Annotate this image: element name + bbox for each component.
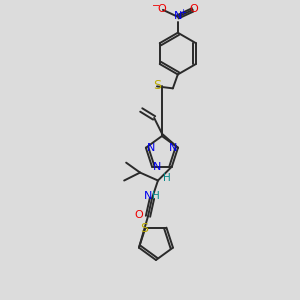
Text: O: O	[189, 4, 198, 14]
Text: H: H	[163, 172, 171, 182]
Text: S: S	[140, 222, 148, 235]
Text: O: O	[135, 210, 143, 220]
Text: N: N	[147, 143, 155, 153]
Text: N: N	[174, 11, 182, 21]
Text: N: N	[144, 191, 152, 201]
Text: −: −	[152, 1, 160, 11]
Text: N: N	[169, 143, 177, 153]
Text: H: H	[152, 191, 160, 201]
Text: S: S	[153, 79, 161, 92]
Text: N: N	[153, 162, 161, 172]
Text: O: O	[158, 4, 166, 14]
Text: +: +	[179, 8, 186, 17]
